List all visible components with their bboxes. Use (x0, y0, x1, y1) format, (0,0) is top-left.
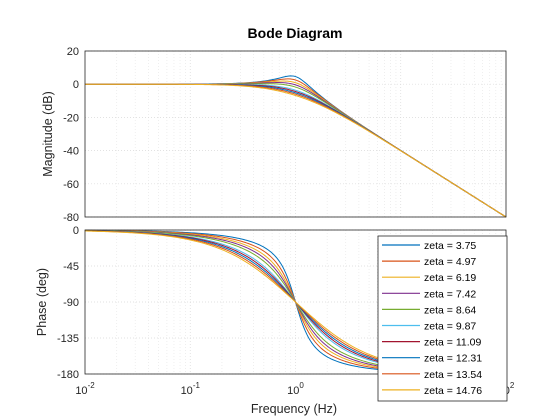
magnitude-curves (85, 75, 507, 218)
magnitude-y-tick-label: 0 (73, 79, 79, 91)
x-tick-label: 10-2 (75, 381, 95, 397)
legend-label: zeta = 14.76 (424, 385, 482, 397)
magnitude-axes-box (84, 50, 507, 218)
legend-label: zeta = 13.54 (424, 369, 482, 381)
magnitude-y-tick-label: -80 (63, 212, 79, 224)
legend-label: zeta = 8.64 (424, 304, 476, 316)
phase-y-axis-label: Phase (deg) (35, 268, 49, 336)
legend[interactable]: zeta = 3.75 zeta = 4.97 zeta = 6.19 zeta = … (377, 235, 508, 402)
x-tick-label: 100 (287, 381, 304, 397)
magnitude-axes[interactable]: 20 0 -20 -40 -60 -80 Magnitude (dB) (41, 46, 507, 224)
magnitude-series-line (85, 83, 507, 218)
phase-y-tick-labels: 0 -45 -90 -135 -180 (57, 225, 79, 381)
phase-y-tick-label: -180 (57, 369, 79, 381)
legend-label: zeta = 9.87 (424, 321, 476, 333)
magnitude-y-axis-label: Magnitude (dB) (41, 91, 55, 176)
magnitude-y-tick-labels: 20 0 -20 -40 -60 -80 (63, 46, 79, 224)
legend-label: zeta = 3.75 (424, 240, 476, 252)
phase-y-tick-label: -45 (63, 261, 79, 273)
legend-label: zeta = 11.09 (424, 337, 481, 349)
magnitude-y-tick-label: -20 (63, 112, 79, 124)
phase-y-tick-label: -90 (63, 297, 79, 309)
magnitude-y-tick-label: -40 (63, 146, 79, 158)
legend-label: zeta = 12.31 (424, 353, 482, 365)
legend-label: zeta = 7.42 (424, 288, 476, 300)
magnitude-y-tick-label: 20 (67, 46, 79, 58)
x-tick-label: 10-1 (181, 381, 201, 397)
chart-title: Bode Diagram (248, 25, 343, 41)
phase-y-tick-label: -135 (57, 333, 79, 345)
legend-label: zeta = 4.97 (424, 256, 476, 268)
legend-label: zeta = 6.19 (424, 272, 476, 284)
phase-y-tick-label: 0 (73, 225, 79, 237)
magnitude-y-tick-label: -60 (63, 179, 79, 191)
x-axis-label: Frequency (Hz) (251, 402, 337, 416)
